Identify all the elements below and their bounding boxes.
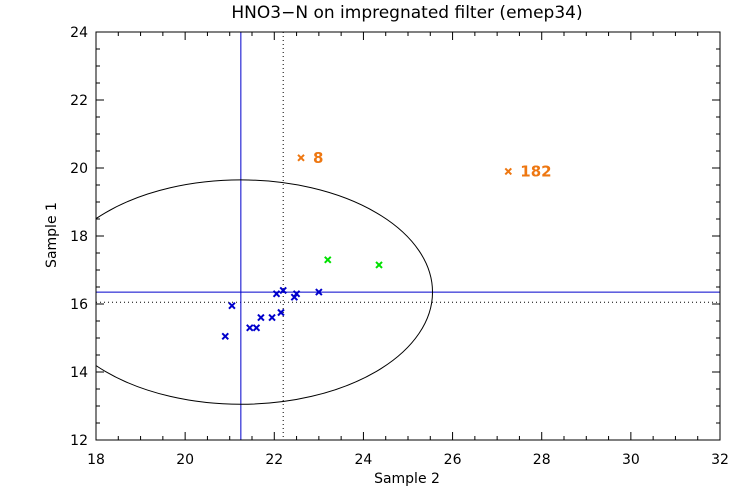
data-point-label-8: 8 xyxy=(313,149,323,167)
data-point-green-0 xyxy=(324,256,332,264)
data-point-blue-11-stroke-b xyxy=(315,288,323,296)
data-point-blue-10 xyxy=(292,290,301,298)
data-point-green-1-stroke-b xyxy=(375,261,383,269)
data-point-blue-1 xyxy=(228,301,236,310)
data-point-orange-1-stroke-b xyxy=(504,167,512,176)
data-point-orange-0 xyxy=(297,154,305,162)
data-point-blue-11 xyxy=(315,288,323,296)
x-tick-label-18: 18 xyxy=(87,452,105,468)
data-point-blue-0-stroke-b xyxy=(221,332,229,341)
data-point-blue-2 xyxy=(246,324,254,332)
x-tick-label-20: 20 xyxy=(176,452,194,468)
data-point-blue-2-stroke-b xyxy=(246,324,254,332)
data-point-green-1 xyxy=(375,261,383,269)
x-tick-label-30: 30 xyxy=(622,452,640,468)
data-point-blue-5 xyxy=(268,313,276,322)
x-tick-label-24: 24 xyxy=(355,452,373,468)
plot-area: 8 182 18 20 22 24 26 28 30 32 12 14 16 18 20 22 24 xyxy=(70,25,729,468)
data-point-blue-3-stroke-b xyxy=(252,324,261,332)
data-point-label-182: 182 xyxy=(520,162,551,180)
x-tick-label-28: 28 xyxy=(533,452,551,468)
x-tick-label-22: 22 xyxy=(265,452,283,468)
x-tick-label-26: 26 xyxy=(444,452,462,468)
data-point-blue-6 xyxy=(272,290,281,298)
plot-frame xyxy=(95,31,721,441)
y-tick-label-16: 16 xyxy=(70,297,88,313)
data-point-orange-1 xyxy=(504,167,512,176)
x-tick-label-32: 32 xyxy=(711,452,729,468)
data-point-blue-3 xyxy=(252,324,261,332)
data-point-blue-8 xyxy=(279,286,287,295)
data-point-green-0-stroke-b xyxy=(324,256,332,264)
y-axis-title: Sample 1 xyxy=(44,202,60,268)
data-point-blue-7 xyxy=(277,308,285,317)
data-point-orange-0-stroke-b xyxy=(297,154,305,162)
data-point-blue-4-stroke-b xyxy=(257,313,265,322)
y-tick-label-12: 12 xyxy=(70,433,88,449)
y-tick-label-22: 22 xyxy=(70,93,88,109)
data-point-blue-6-stroke-b xyxy=(272,290,281,298)
data-point-blue-7-stroke-b xyxy=(277,308,285,317)
data-point-blue-5-stroke-b xyxy=(268,313,276,322)
y-tick-label-14: 14 xyxy=(70,365,88,381)
x-axis-title: Sample 2 xyxy=(374,471,440,487)
y-tick-label-24: 24 xyxy=(70,25,88,41)
y-tick-label-18: 18 xyxy=(70,229,88,245)
data-point-blue-10-stroke-b xyxy=(292,290,301,298)
data-point-blue-8-stroke-b xyxy=(279,286,287,295)
chart-title: HNO3−N on impregnated filter (emep34) xyxy=(231,3,582,23)
confidence-ellipse xyxy=(96,179,433,405)
data-point-blue-4 xyxy=(257,313,265,322)
data-point-blue-0 xyxy=(221,332,229,341)
y-tick-label-20: 20 xyxy=(70,161,88,177)
data-point-blue-1-stroke-b xyxy=(228,301,236,310)
